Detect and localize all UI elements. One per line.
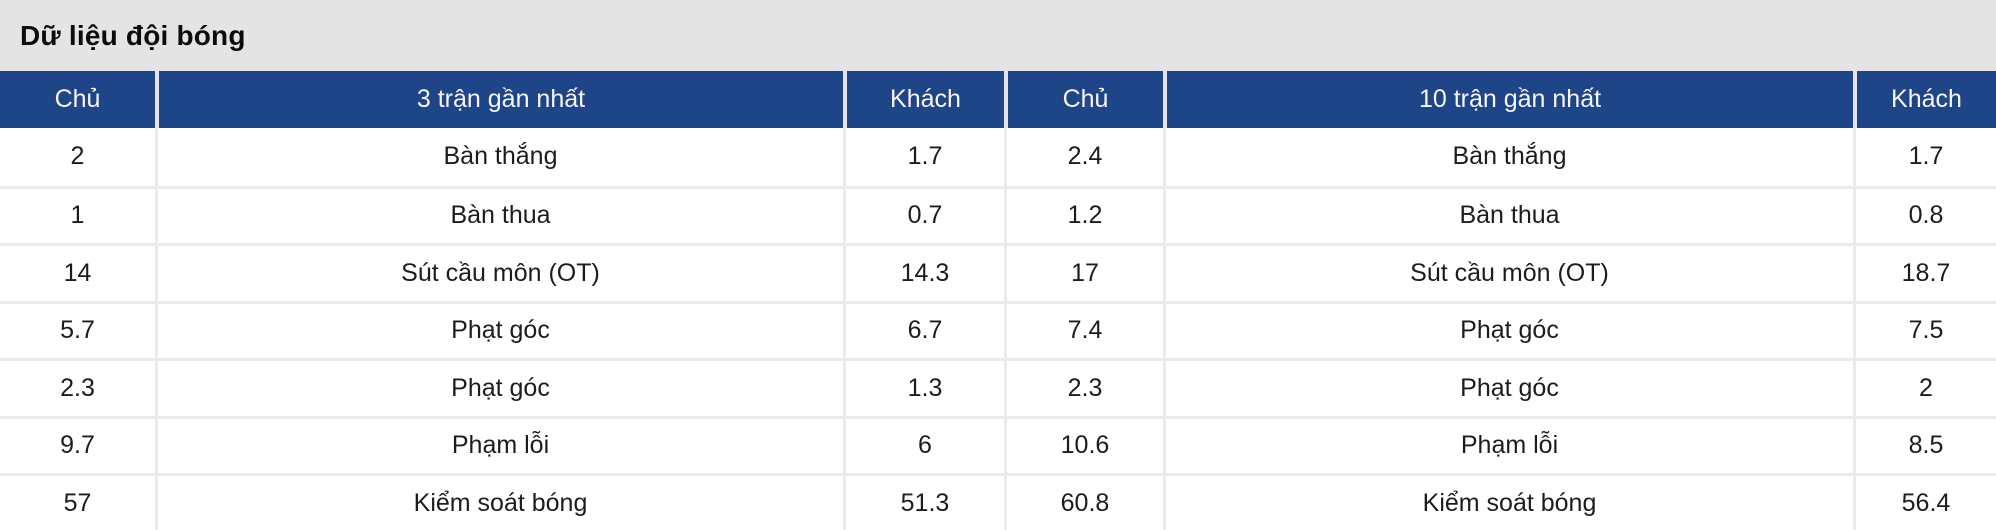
cell-away-value-last10: 8.5	[1853, 415, 1996, 473]
cell-home-value-last10: 7.4	[1004, 300, 1163, 358]
cell-stat-label-last3: Phạt góc	[155, 300, 843, 358]
cell-home-value-last3: 14	[0, 243, 155, 301]
col-header-away-last3: Khách	[843, 71, 1004, 128]
cell-away-value-last10: 2	[1853, 358, 1996, 416]
cell-away-value-last3: 0.7	[843, 185, 1004, 243]
cell-stat-label-last3: Bàn thắng	[155, 128, 843, 186]
cell-stat-label-last3: Phạt góc	[155, 358, 843, 416]
cell-stat-label-last3: Phạm lỗi	[155, 415, 843, 473]
cell-away-value-last10: 56.4	[1853, 473, 1996, 530]
cell-away-value-last3: 14.3	[843, 243, 1004, 301]
cell-stat-label-last3: Kiểm soát bóng	[155, 473, 843, 530]
col-header-away-last10: Khách	[1853, 71, 1996, 128]
cell-stat-label-last10: Bàn thua	[1163, 185, 1853, 243]
cell-stat-label-last10: Phạt góc	[1163, 300, 1853, 358]
cell-home-value-last10: 2.3	[1004, 358, 1163, 416]
cell-stat-label-last10: Bàn thắng	[1163, 128, 1853, 186]
table-row: 14 Sút cầu môn (OT) 14.3 17 Sút cầu môn …	[0, 243, 1996, 301]
team-stats-table: Chủ 3 trận gần nhất Khách Chủ 10 trận gầ…	[0, 71, 1996, 530]
cell-stat-label-last10: Phạt góc	[1163, 358, 1853, 416]
table-row: 9.7 Phạm lỗi 6 10.6 Phạm lỗi 8.5	[0, 415, 1996, 473]
col-header-home-last3: Chủ	[0, 71, 155, 128]
cell-home-value-last3: 2	[0, 128, 155, 186]
cell-stat-label-last10: Phạm lỗi	[1163, 415, 1853, 473]
col-header-last10: 10 trận gần nhất	[1163, 71, 1853, 128]
cell-away-value-last10: 0.8	[1853, 185, 1996, 243]
cell-away-value-last10: 7.5	[1853, 300, 1996, 358]
cell-away-value-last10: 1.7	[1853, 128, 1996, 186]
cell-home-value-last10: 10.6	[1004, 415, 1163, 473]
table-row: 5.7 Phạt góc 6.7 7.4 Phạt góc 7.5	[0, 300, 1996, 358]
cell-stat-label-last3: Sút cầu môn (OT)	[155, 243, 843, 301]
table-header-row: Chủ 3 trận gần nhất Khách Chủ 10 trận gầ…	[0, 71, 1996, 128]
cell-stat-label-last10: Sút cầu môn (OT)	[1163, 243, 1853, 301]
cell-home-value-last3: 9.7	[0, 415, 155, 473]
cell-away-value-last3: 1.3	[843, 358, 1004, 416]
cell-stat-label-last10: Kiểm soát bóng	[1163, 473, 1853, 530]
cell-home-value-last10: 2.4	[1004, 128, 1163, 186]
cell-home-value-last3: 5.7	[0, 300, 155, 358]
cell-home-value-last10: 17	[1004, 243, 1163, 301]
cell-home-value-last3: 1	[0, 185, 155, 243]
cell-stat-label-last3: Bàn thua	[155, 185, 843, 243]
cell-away-value-last3: 6	[843, 415, 1004, 473]
cell-home-value-last3: 57	[0, 473, 155, 530]
table-row: 57 Kiểm soát bóng 51.3 60.8 Kiểm soát bó…	[0, 473, 1996, 530]
cell-away-value-last3: 6.7	[843, 300, 1004, 358]
cell-home-value-last10: 60.8	[1004, 473, 1163, 530]
page-title: Dữ liệu đội bóng	[20, 19, 246, 51]
table-row: 1 Bàn thua 0.7 1.2 Bàn thua 0.8	[0, 185, 1996, 243]
cell-away-value-last3: 1.7	[843, 128, 1004, 186]
col-header-last3: 3 trận gần nhất	[155, 71, 843, 128]
section-title-bar: Dữ liệu đội bóng	[0, 0, 1996, 71]
cell-away-value-last3: 51.3	[843, 473, 1004, 530]
cell-away-value-last10: 18.7	[1853, 243, 1996, 301]
cell-home-value-last3: 2.3	[0, 358, 155, 416]
cell-home-value-last10: 1.2	[1004, 185, 1163, 243]
col-header-home-last10: Chủ	[1004, 71, 1163, 128]
table-row: 2 Bàn thắng 1.7 2.4 Bàn thắng 1.7	[0, 128, 1996, 186]
table-row: 2.3 Phạt góc 1.3 2.3 Phạt góc 2	[0, 358, 1996, 416]
